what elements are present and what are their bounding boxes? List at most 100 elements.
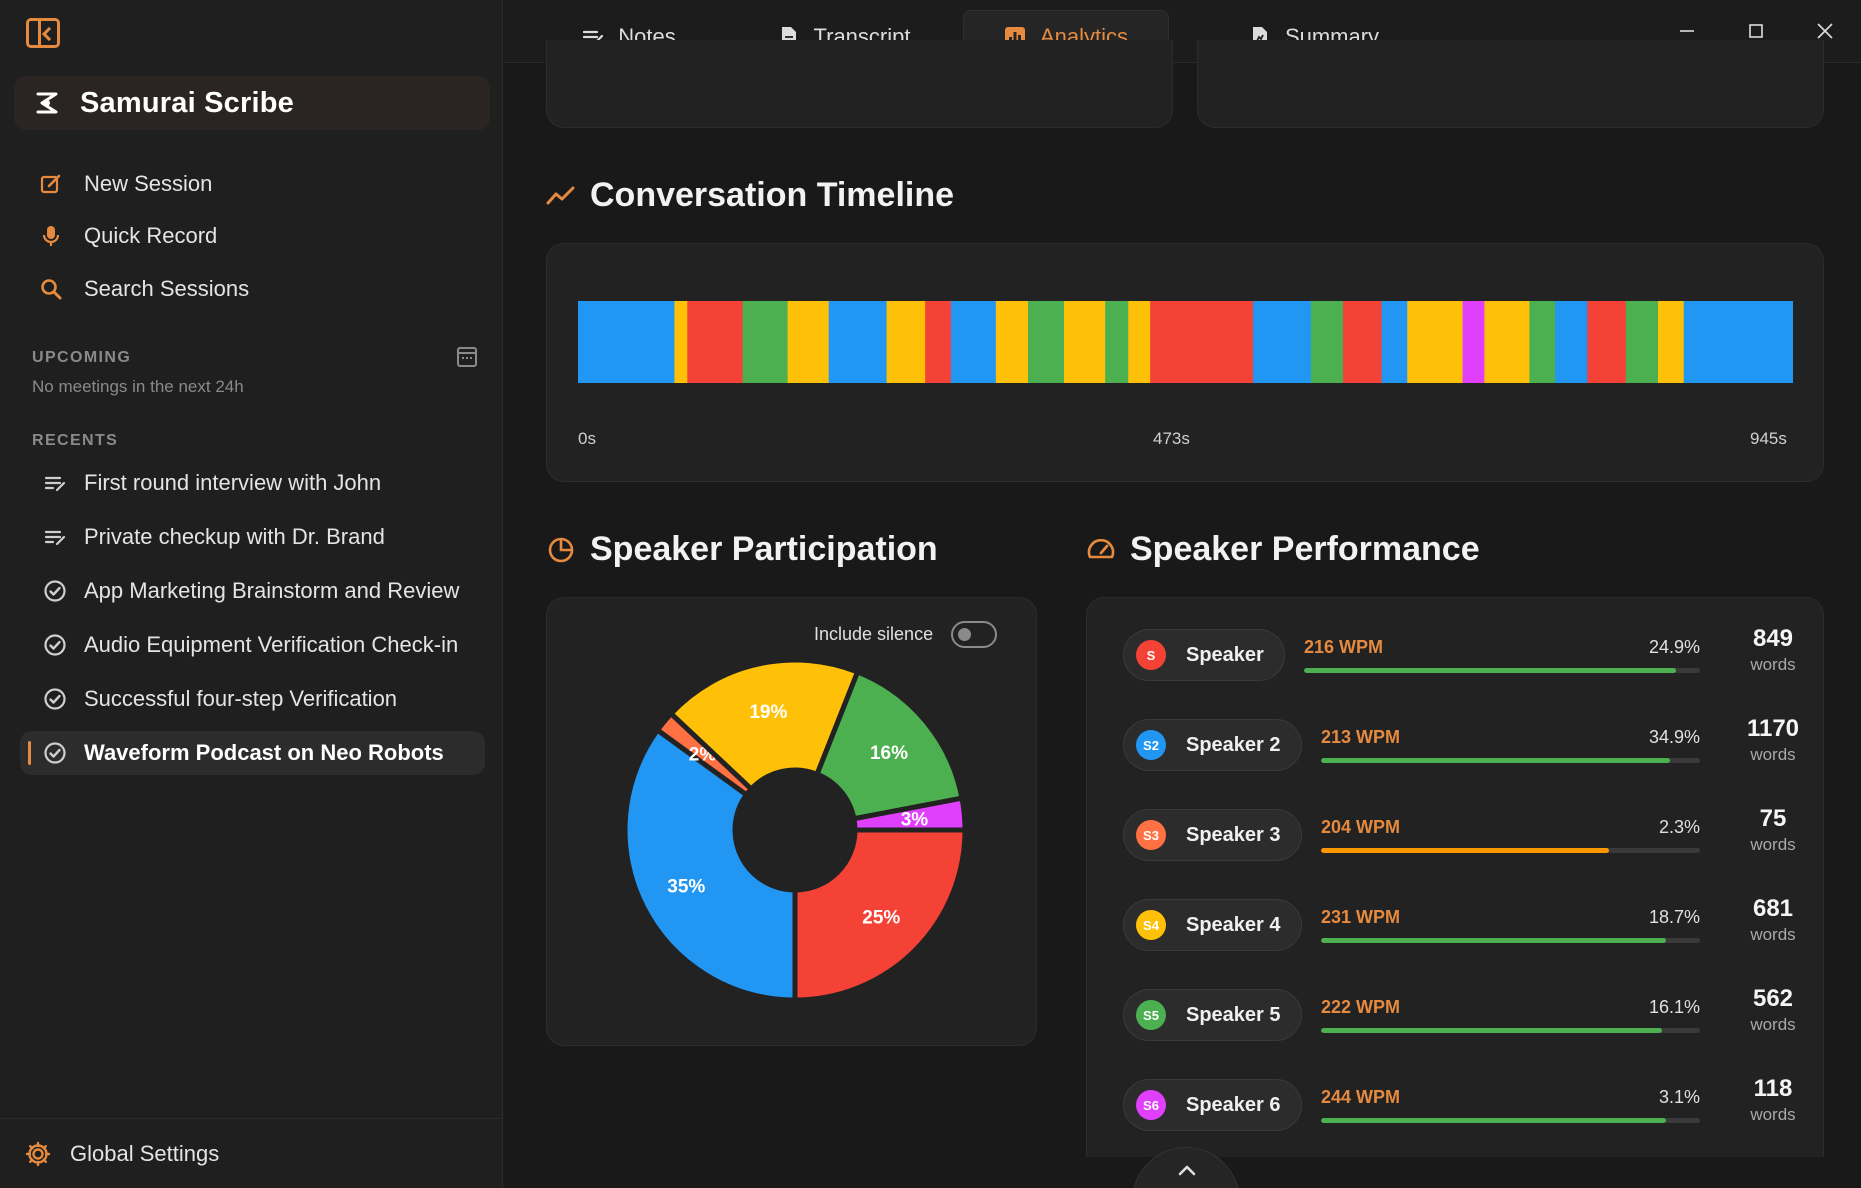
recent-session-item[interactable]: Successful four-step Verification (20, 677, 485, 721)
recent-session-label: App Marketing Brainstorm and Review (84, 578, 460, 603)
recent-session-label: Private checkup with Dr. Brand (84, 524, 385, 549)
performance-card (1086, 597, 1824, 1157)
close-icon (1817, 23, 1833, 39)
close-button[interactable] (1810, 16, 1840, 46)
pie-slice-label: 3% (901, 810, 929, 831)
recent-session-label: Successful four-step Verification (84, 686, 398, 711)
check-circle-icon (42, 578, 68, 604)
timeline-segment[interactable] (925, 301, 952, 383)
notes-icon (42, 470, 68, 496)
speaker-performance-row[interactable]: S2 Speaker 2 213 WPM 34.9% 1170 words (1123, 715, 1823, 775)
speaker-pill[interactable]: S4 Speaker 4 (1123, 899, 1302, 951)
sidebar: Samurai Scribe New Session Quick Record … (0, 0, 503, 1188)
timeline-segment[interactable] (995, 301, 1029, 383)
speaker-share: 2.3% (1658, 817, 1700, 837)
timeline-segment[interactable] (1555, 301, 1588, 383)
search-sessions-button[interactable]: Search Sessions (38, 269, 249, 309)
timeline-segment[interactable] (1343, 301, 1383, 383)
recent-session-item-active[interactable]: Waveform Podcast on Neo Robots (20, 731, 485, 775)
speaker-pill[interactable]: S6 Speaker 6 (1123, 1079, 1302, 1131)
speedometer-icon (1087, 538, 1115, 558)
speaker-share: 34.9% (1648, 727, 1700, 747)
calendar-icon[interactable] (457, 347, 477, 367)
speaker-name: Speaker 5 (1186, 1003, 1281, 1026)
speaker-pill[interactable]: S5 Speaker 5 (1123, 989, 1302, 1041)
timeline-segment[interactable] (886, 301, 926, 383)
word-count-unit: words (1750, 745, 1796, 764)
new-session-button[interactable]: New Session (38, 164, 212, 204)
timeline-segment[interactable] (1381, 301, 1408, 383)
pie-slice[interactable] (813, 668, 965, 822)
pie-chart-icon (548, 537, 574, 562)
timeline-segment[interactable] (674, 301, 688, 383)
timeline-segment[interactable] (1683, 301, 1793, 383)
sidebar-collapse-icon[interactable] (26, 18, 60, 48)
timeline-segment[interactable] (1462, 301, 1485, 383)
pie-slice[interactable] (667, 657, 861, 793)
maximize-button[interactable] (1741, 16, 1771, 46)
speaker-pill[interactable]: S2 Speaker 2 (1123, 719, 1302, 771)
speaker-name: Speaker 3 (1186, 823, 1281, 846)
performance-section-title: Speaker Performance (1086, 530, 1480, 569)
timeline-segment[interactable] (1625, 301, 1659, 383)
speaker-name: Speaker (1186, 643, 1264, 666)
speaker-performance-row[interactable]: S3 Speaker 3 204 WPM 2.3% 75 words (1123, 805, 1823, 865)
timeline-segment[interactable] (578, 301, 675, 383)
word-count-unit: words (1750, 1015, 1796, 1034)
speaker-wpm: 213 WPM (1321, 727, 1401, 747)
recent-session-item[interactable]: Private checkup with Dr. Brand (20, 515, 485, 559)
timeline-segment[interactable] (1064, 301, 1106, 383)
timeline-segment[interactable] (1192, 301, 1254, 383)
speaker-performance-row[interactable]: S Speaker 216 WPM 24.9% 849 words (1123, 625, 1823, 685)
timeline-segment[interactable] (828, 301, 888, 383)
word-count-unit: words (1750, 655, 1796, 674)
speaker-performance-row[interactable]: S5 Speaker 5 222 WPM 16.1% 562 words (1123, 985, 1823, 1045)
timeline-segment[interactable] (1310, 301, 1344, 383)
gear-icon (25, 1141, 51, 1166)
speaker-performance-row[interactable]: S4 Speaker 4 231 WPM 18.7% 681 words (1123, 895, 1823, 955)
timeline-segment[interactable] (1253, 301, 1312, 383)
global-settings-button[interactable]: Global Settings (0, 1118, 503, 1188)
timeline-segment[interactable] (1150, 301, 1194, 383)
pie-slice[interactable] (851, 795, 968, 833)
timeline-segment[interactable] (787, 301, 830, 383)
app-name: Samurai Scribe (80, 86, 294, 119)
recent-session-item[interactable]: Audio Equipment Verification Check-in (20, 623, 485, 667)
quick-record-button[interactable]: Quick Record (38, 216, 217, 256)
timeline-segment[interactable] (1105, 301, 1129, 383)
search-icon (38, 276, 64, 302)
speaker-speed-bar (1321, 938, 1700, 943)
speaker-badge: S6 (1136, 1090, 1166, 1120)
speaker-speed-bar (1304, 668, 1700, 673)
timeline-segment[interactable] (742, 301, 789, 383)
app-brand[interactable]: Samurai Scribe (14, 76, 490, 130)
scroll-to-top-button[interactable] (1132, 1147, 1240, 1188)
recent-session-item[interactable]: App Marketing Brainstorm and Review (20, 569, 485, 613)
include-silence-toggle[interactable] (951, 621, 997, 648)
microphone-icon (38, 223, 64, 249)
speaker-word-count: 562 words (1730, 985, 1816, 1035)
timeline-segment[interactable] (1484, 301, 1530, 383)
timeline-segment[interactable] (950, 301, 997, 383)
timeline-bar[interactable] (578, 301, 1793, 383)
minimize-button[interactable] (1672, 16, 1702, 46)
participation-title: Speaker Participation (590, 530, 938, 568)
speaker-pill[interactable]: S Speaker (1123, 629, 1285, 681)
timeline-segment[interactable] (1529, 301, 1556, 383)
recent-session-label: Waveform Podcast on Neo Robots (84, 740, 444, 765)
check-circle-icon (42, 686, 68, 712)
pie-slice[interactable] (792, 827, 968, 1003)
timeline-segment[interactable] (1587, 301, 1627, 383)
speaker-performance-row[interactable]: S6 Speaker 6 244 WPM 3.1% 118 words (1123, 1075, 1823, 1135)
word-count-value: 562 (1752, 985, 1794, 1012)
speaker-pill[interactable]: S3 Speaker 3 (1123, 809, 1302, 861)
timeline-segment[interactable] (1407, 301, 1464, 383)
timeline-segment[interactable] (1028, 301, 1065, 383)
pie-slice-label: 25% (862, 907, 900, 928)
recent-session-item[interactable]: First round interview with John (20, 461, 485, 505)
speaker-badge: S3 (1136, 820, 1166, 850)
timeline-segment[interactable] (1658, 301, 1685, 383)
timeline-segment[interactable] (687, 301, 744, 383)
timeline-segment[interactable] (1128, 301, 1151, 383)
pie-slice[interactable] (622, 726, 798, 1003)
